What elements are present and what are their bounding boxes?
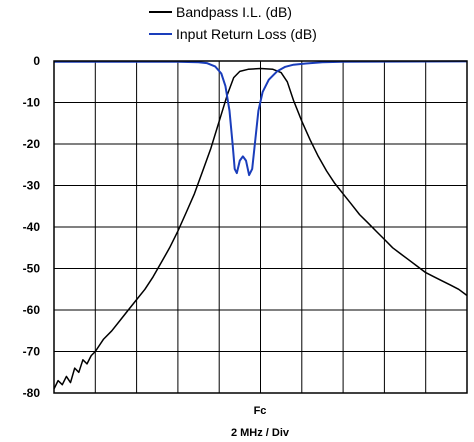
y-tick-label: -50	[23, 262, 41, 276]
legend-label-return-loss: Input Return Loss (dB)	[176, 26, 317, 42]
y-tick-label: -80	[23, 386, 41, 400]
y-tick-label: -10	[23, 96, 41, 110]
legend: Bandpass I.L. (dB) Input Return Loss (dB…	[149, 4, 317, 42]
y-tick-label: -30	[23, 179, 41, 193]
x-axis-label: 2 MHz / Div	[231, 427, 290, 439]
series-line-bandpass	[53, 67, 468, 390]
x-center-label: Fc	[254, 405, 267, 417]
plot-frame	[53, 60, 468, 394]
y-tick-label: -60	[23, 303, 41, 317]
series-group	[53, 60, 468, 390]
series-line-return-loss	[54, 60, 468, 177]
y-tick-label: 0	[33, 54, 40, 68]
y-tick-label: -20	[23, 137, 41, 151]
grid	[54, 61, 467, 393]
plot-area	[53, 60, 468, 394]
y-tick-label: -70	[23, 345, 41, 359]
legend-label-bandpass: Bandpass I.L. (dB)	[176, 4, 292, 20]
y-tick-label: -40	[23, 220, 41, 234]
y-axis-ticks: 0 -10 -20 -30 -40 -50 -60 -70 -80	[23, 54, 41, 400]
